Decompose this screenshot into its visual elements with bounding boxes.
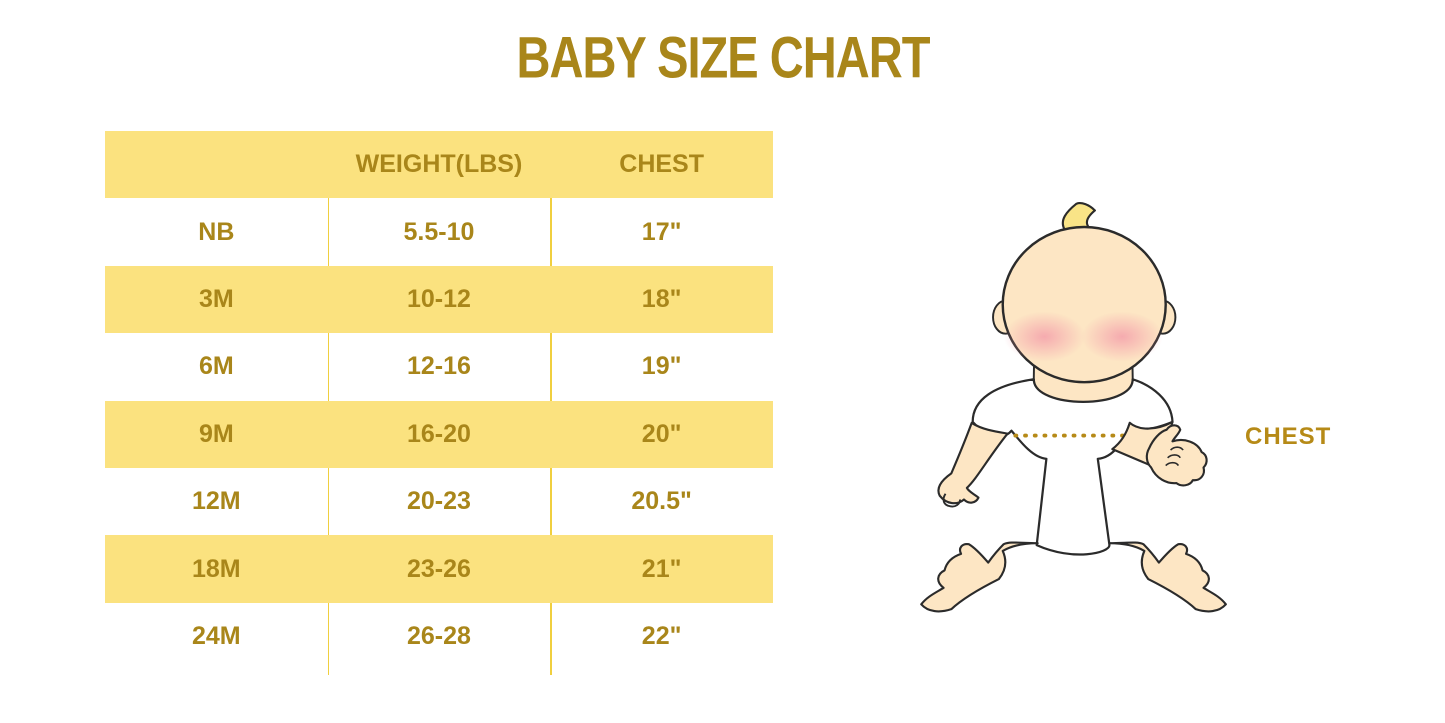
svg-text:CHEST: CHEST [1245,423,1331,450]
